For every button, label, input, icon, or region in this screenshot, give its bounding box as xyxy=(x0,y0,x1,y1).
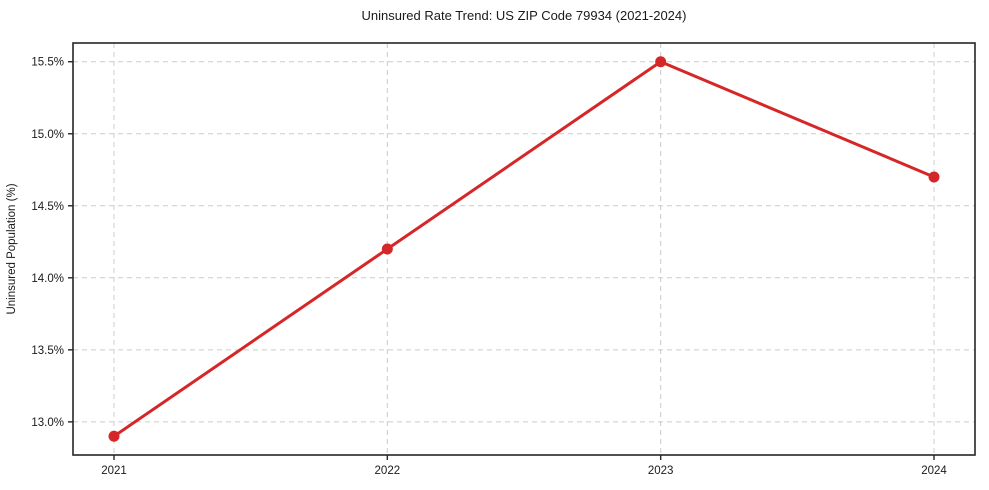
y-tick-label: 13.5% xyxy=(31,345,64,357)
y-axis-label: Uninsured Population (%) xyxy=(6,183,18,315)
chart-title: Uninsured Rate Trend: US ZIP Code 79934 … xyxy=(361,8,687,23)
x-tick-label: 2022 xyxy=(375,465,401,477)
x-tick-label: 2024 xyxy=(921,465,947,477)
x-tick-label: 2021 xyxy=(101,465,127,477)
data-point xyxy=(655,56,667,68)
axes-spines xyxy=(72,42,976,456)
y-tick-label: 14.5% xyxy=(31,201,64,213)
y-tick-label: 14.0% xyxy=(31,273,64,285)
y-tick-label: 15.0% xyxy=(31,129,64,141)
y-tick-label: 15.5% xyxy=(31,57,64,69)
y-tick-label: 13.0% xyxy=(31,417,64,429)
data-point xyxy=(381,243,393,255)
data-point xyxy=(928,171,940,183)
x-tick-label: 2023 xyxy=(648,465,674,477)
trend-line xyxy=(112,60,936,438)
data-point xyxy=(108,430,120,442)
